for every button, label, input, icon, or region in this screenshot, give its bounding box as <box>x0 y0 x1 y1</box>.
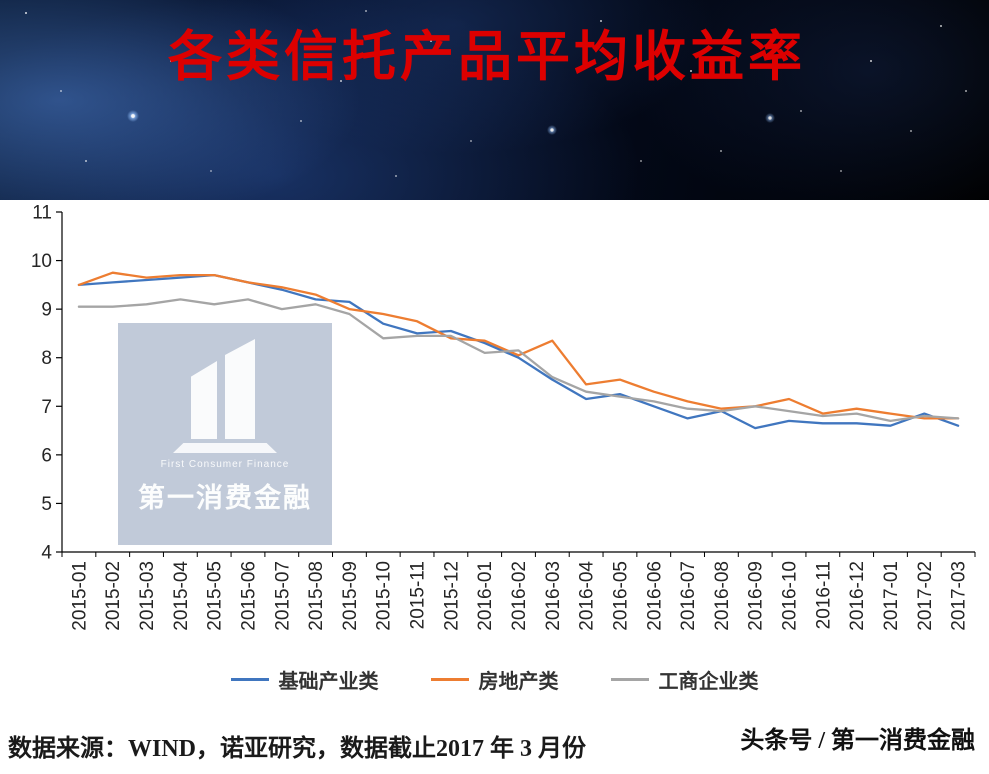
x-tick-label: 2015-12 <box>441 561 462 631</box>
series-line-房地产类 <box>77 271 960 420</box>
star-field <box>0 0 2 2</box>
legend-line-icon <box>430 677 469 681</box>
legend-label: 房地产类 <box>478 670 559 693</box>
data-source-caption: 数据来源：WIND，诺亚研究，数据截止2017 年 3 月份 <box>8 736 587 762</box>
trend-chart: 4 5 6 7 8 9 10 11 2015-01 2015-02 2015-03 2015-04 20… <box>31 203 976 631</box>
legend-item-realestate: 房地产类 <box>430 665 559 694</box>
x-tick-label: 2016-08 <box>712 561 733 631</box>
x-tick-label: 2015-08 <box>306 561 327 631</box>
channel-credit: 头条号 / 第一消费金融 <box>734 720 975 755</box>
x-tick-label: 2015-02 <box>103 561 124 631</box>
watermark-en-text: First Consumer Finance <box>160 459 290 470</box>
y-tick-label: 5 <box>41 494 52 515</box>
chart-legend: 基础产业类 房地产类 工商企业类 <box>0 662 989 696</box>
brand-watermark: First Consumer Finance 第一消费金融 <box>118 323 332 545</box>
watermark-cn-text: 第一消费金融 <box>138 483 312 513</box>
legend-line-icon <box>230 677 269 681</box>
x-tick-label: 2016-02 <box>509 561 530 631</box>
x-tick-label: 2015-07 <box>272 561 293 631</box>
legend-label: 工商企业类 <box>658 670 759 693</box>
logo-base <box>173 443 277 453</box>
x-tick-label: 2016-05 <box>610 561 631 631</box>
x-tick-label: 2016-06 <box>644 561 665 631</box>
y-tick-label: 9 <box>41 300 52 321</box>
y-tick-label: 7 <box>41 397 52 418</box>
banner: 各类信托产品平均收益率 <box>0 0 989 200</box>
legend-item-infrastructure: 基础产业类 <box>230 665 379 694</box>
x-tick-label: 2015-05 <box>205 561 226 631</box>
legend-line-icon <box>610 677 649 681</box>
x-tick-label: 2016-03 <box>543 561 564 631</box>
y-tick-label: 10 <box>31 251 52 272</box>
x-tick-label: 2015-01 <box>69 561 90 631</box>
page-title: 各类信托产品平均收益率 <box>168 27 806 87</box>
x-tick-label: 2015-09 <box>340 561 361 631</box>
x-tick-label: 2016-10 <box>780 561 801 631</box>
x-tick-label: 2016-07 <box>678 561 699 631</box>
footer: 数据来源：WIND，诺亚研究，数据截止2017 年 3 月份 头条号 / 第一消… <box>0 700 989 774</box>
x-tick-label: 2015-04 <box>171 561 192 631</box>
logo-tower-left <box>191 361 217 439</box>
series-line-工商企业类 <box>77 298 960 423</box>
x-tick-label: 2015-11 <box>408 561 429 629</box>
y-tick-label: 4 <box>41 543 52 564</box>
x-tick-label: 2015-06 <box>238 561 259 631</box>
x-tick-label: 2016-09 <box>746 561 767 631</box>
x-tick-label: 2017-01 <box>881 561 902 631</box>
y-tick-label: 11 <box>32 203 52 224</box>
x-tick-label: 2017-03 <box>949 561 970 631</box>
x-tick-label: 2016-11 <box>813 561 834 629</box>
x-tick-label: 2016-01 <box>475 561 496 631</box>
x-tick-label: 2015-10 <box>374 561 395 631</box>
legend-label: 基础产业类 <box>278 670 379 693</box>
x-tick-label: 2016-04 <box>577 561 598 631</box>
chart-section: 4 5 6 7 8 9 10 11 2015-01 2015-02 2015-03 2015-04 20… <box>0 200 989 700</box>
building-logo-icon <box>165 335 285 453</box>
y-tick-label: 8 <box>41 348 52 369</box>
y-tick-label: 6 <box>41 445 52 466</box>
x-tick-label: 2015-03 <box>137 561 158 631</box>
x-tick-label: 2017-02 <box>915 561 936 631</box>
legend-item-industrial: 工商企业类 <box>610 665 759 694</box>
logo-tower-right <box>225 339 255 439</box>
x-tick-label: 2016-12 <box>847 561 868 631</box>
